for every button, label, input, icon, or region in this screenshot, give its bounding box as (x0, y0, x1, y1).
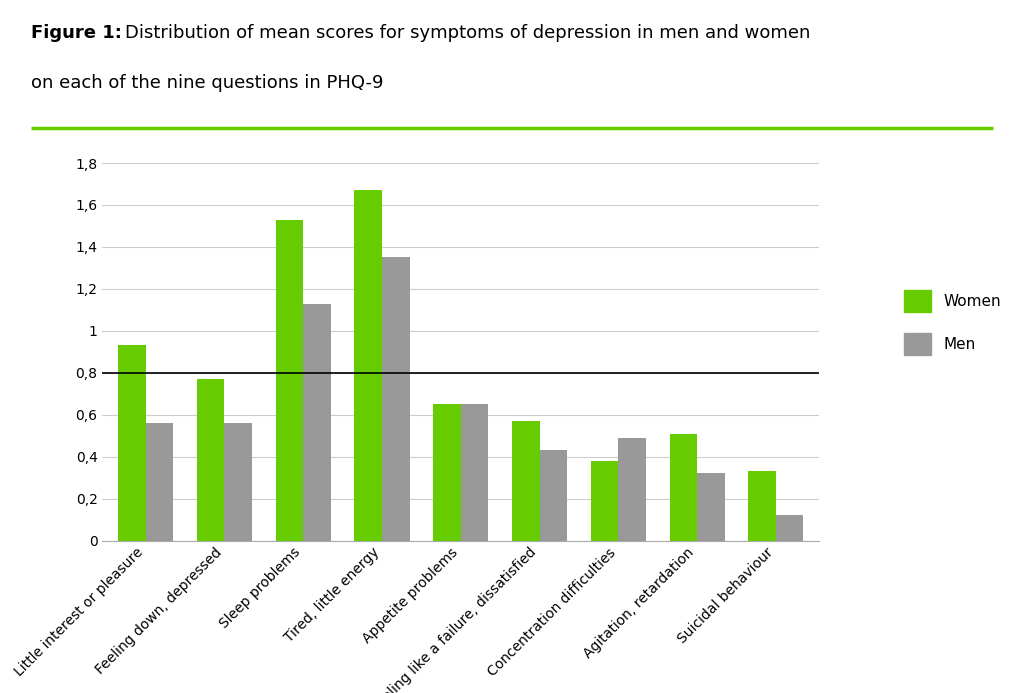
Bar (670, 434, 697, 541)
Bar (303, 304, 331, 541)
Bar (433, 404, 461, 541)
Legend: Women, Men: Women, Men (903, 290, 1001, 355)
Bar (354, 191, 382, 541)
Bar (197, 379, 224, 541)
Text: on each of the nine questions in PHQ-9: on each of the nine questions in PHQ-9 (31, 74, 383, 92)
Bar (540, 450, 567, 541)
Bar (776, 516, 804, 541)
Bar (275, 220, 303, 541)
Bar (118, 346, 145, 541)
Bar (512, 421, 540, 541)
Bar (697, 473, 725, 541)
Bar (224, 423, 252, 541)
Bar (749, 471, 776, 541)
Bar (591, 461, 618, 541)
Bar (145, 423, 173, 541)
Bar (382, 257, 410, 541)
Text: Distribution of mean scores for symptoms of depression in men and women: Distribution of mean scores for symptoms… (125, 24, 810, 42)
Bar (618, 438, 646, 541)
Text: Figure 1:: Figure 1: (31, 24, 122, 42)
Bar (461, 404, 488, 541)
